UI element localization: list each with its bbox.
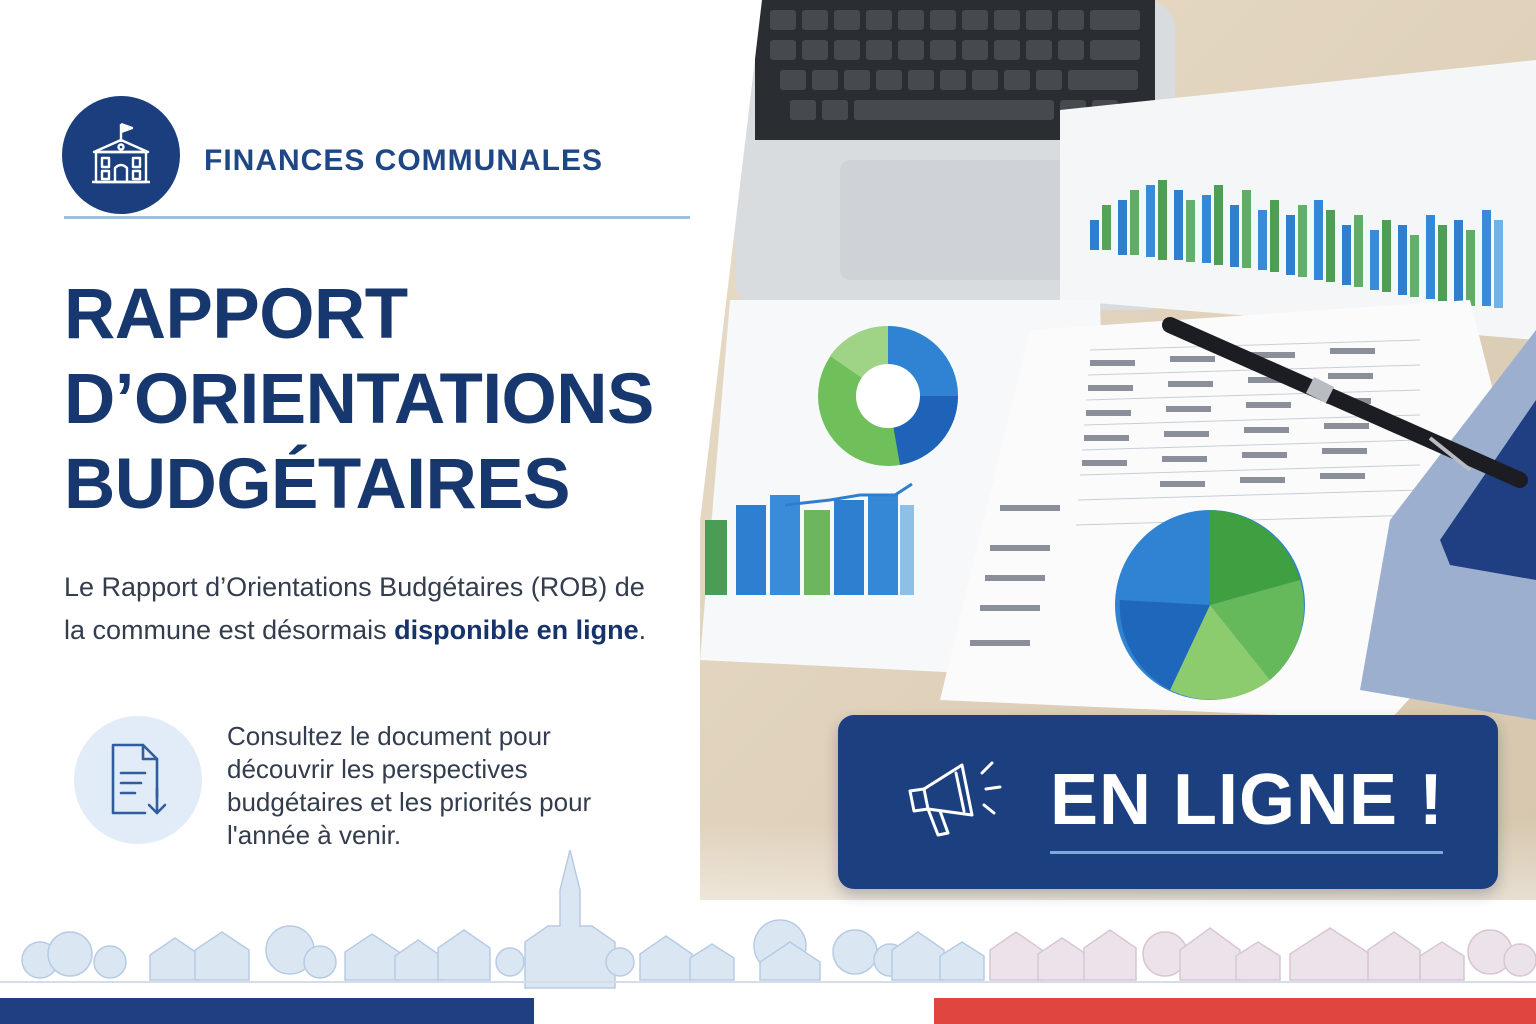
megaphone-icon: [908, 761, 1002, 837]
notebook: [1360, 330, 1536, 720]
title-line-3: BUDGÉTAIRES: [64, 445, 570, 524]
document-badge: [74, 716, 202, 844]
village-skyline: [0, 850, 1536, 989]
title-line-1: RAPPORT: [64, 275, 408, 354]
tricolor-stripe: [0, 998, 1536, 1024]
document-download-icon: [111, 743, 167, 815]
report-sheet-top: [1060, 60, 1536, 340]
pen: [1162, 317, 1528, 488]
flag-red: [934, 998, 1536, 1024]
divider: [64, 216, 690, 219]
report-sheets: [700, 300, 1536, 720]
online-label: EN LIGNE !: [1050, 760, 1445, 840]
consult-text: Consultez le document pour découvrir les…: [227, 721, 592, 850]
title-line-2: D’ORIENTATIONS: [64, 360, 654, 439]
town-hall-badge: [62, 96, 180, 214]
intro-emphasis: disponible en ligne: [394, 615, 639, 645]
online-banner[interactable]: EN LIGNE !: [838, 715, 1498, 889]
flag-blue: [0, 998, 534, 1024]
intro-text: Le Rapport d’Orientations Budgétaires (R…: [64, 572, 645, 645]
town-hall-icon: [92, 122, 150, 184]
flag-white: [534, 998, 934, 1024]
category-label: FINANCES COMMUNALES: [204, 144, 603, 177]
banner-underline: [1050, 851, 1443, 854]
intro-paragraph: Le Rapport d’Orientations Budgétaires (R…: [64, 566, 664, 652]
intro-end: .: [638, 615, 647, 645]
page-title: RAPPORT D’ORIENTATIONS BUDGÉTAIRES: [64, 272, 654, 527]
